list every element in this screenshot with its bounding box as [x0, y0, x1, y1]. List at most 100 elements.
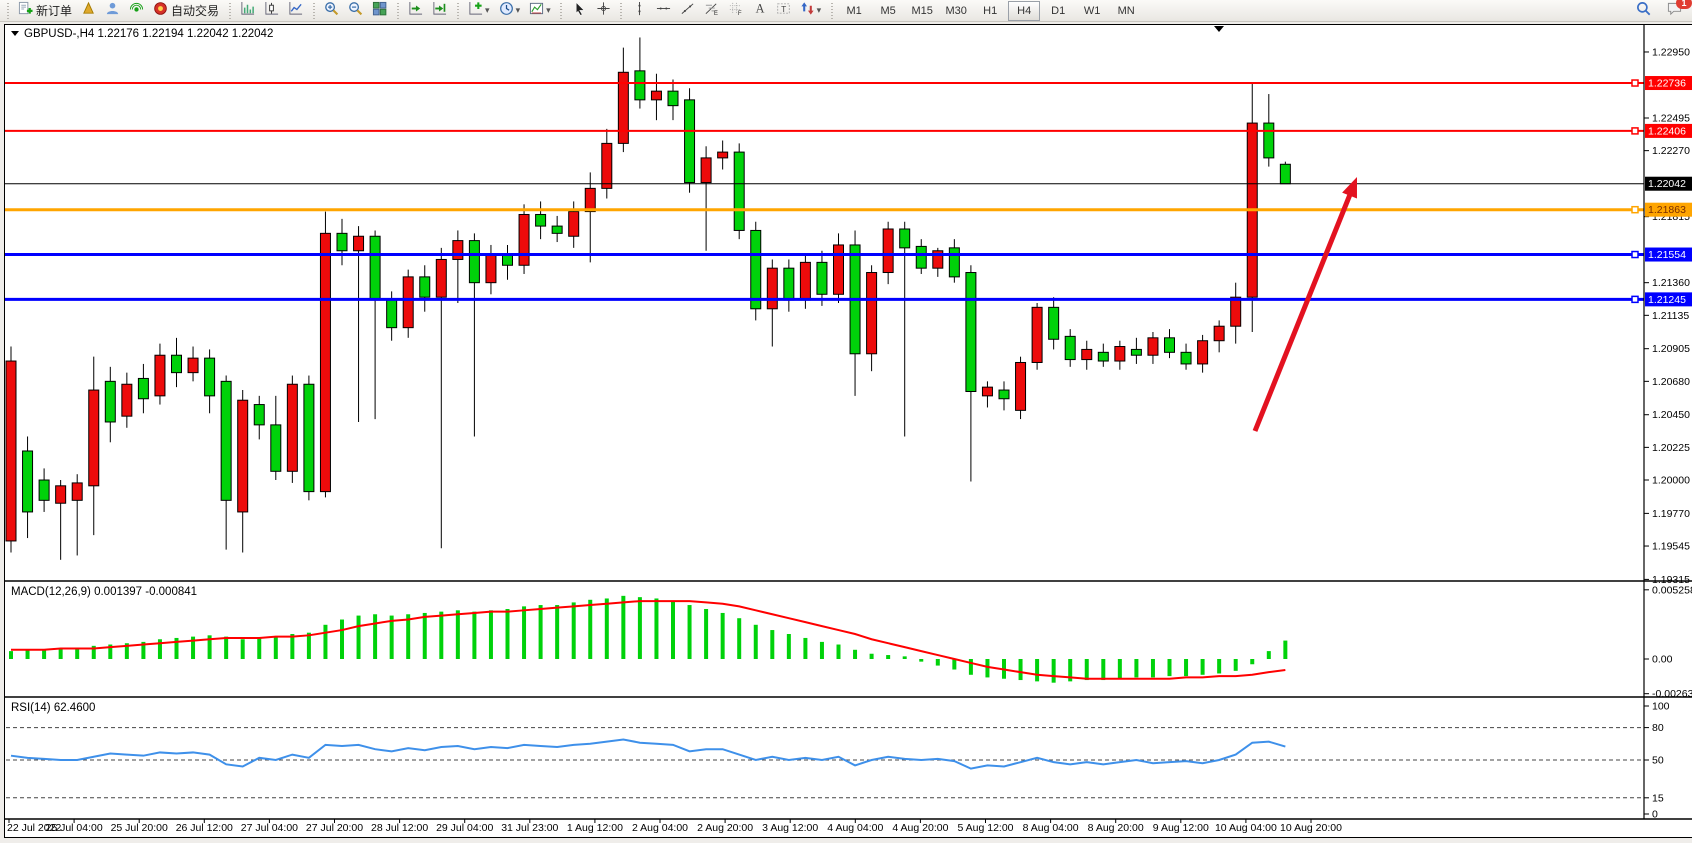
grid-icon: F — [728, 1, 743, 21]
line-handle[interactable] — [1631, 127, 1639, 135]
price-tick-label: 1.19315 — [1652, 574, 1690, 586]
chart-shift-button[interactable] — [428, 0, 451, 22]
timeframe-mn[interactable]: MN — [1117, 4, 1135, 17]
line-handle[interactable] — [1631, 250, 1639, 259]
market-watch-button[interactable] — [101, 0, 124, 22]
price-tick-label: 1.19545 — [1652, 541, 1690, 553]
toolbar-grip[interactable] — [618, 2, 624, 19]
svg-text:15: 15 — [1652, 792, 1664, 804]
toolbar-grip[interactable] — [227, 2, 233, 19]
svg-text:A: A — [755, 1, 764, 15]
vertical-line-icon — [632, 1, 647, 21]
toolbar-grip[interactable] — [395, 2, 401, 19]
timeframe-d1[interactable]: D1 — [1051, 4, 1066, 17]
chart-title: GBPUSD-,H4 1.22176 1.22194 1.22042 1.220… — [24, 28, 273, 40]
auto-scroll-icon — [408, 1, 423, 21]
text-button[interactable]: A — [748, 0, 771, 22]
svg-text:80: 80 — [1652, 722, 1664, 734]
periods-button[interactable]: ▾ — [495, 0, 525, 22]
person-icon — [105, 1, 120, 21]
notification-badge: 1 — [1676, 0, 1692, 9]
price-badge — [1645, 247, 1692, 262]
notifications-button[interactable]: 1 — [1663, 0, 1692, 22]
time-tick-label: 25 Jul 20:00 — [111, 822, 168, 834]
trend-arrow[interactable] — [1252, 177, 1357, 432]
tile-windows-button[interactable] — [368, 0, 391, 22]
gbpusd-h4-chart[interactable]: 1.229501.224951.222701.218151.213601.211… — [5, 25, 1692, 837]
svg-text:100: 100 — [1652, 701, 1670, 713]
time-tick-label: 1 Aug 12:00 — [567, 822, 623, 834]
tile-windows-icon — [372, 1, 387, 21]
dropdown-caret-icon: ▾ — [485, 5, 490, 15]
vertical-line-button[interactable] — [628, 0, 651, 22]
zoom-in-icon — [324, 1, 339, 21]
candlestick-chart-button[interactable] — [260, 0, 283, 22]
cursor-button[interactable] — [568, 0, 591, 22]
indicators-button[interactable]: ▾ — [464, 0, 494, 22]
toolbar-grip[interactable] — [558, 2, 564, 19]
rsi-label: RSI(14) 62.4600 — [11, 702, 95, 714]
cone-tool-button[interactable] — [77, 0, 100, 22]
line-handle[interactable] — [1631, 205, 1639, 214]
price-tick-label: 1.19770 — [1652, 508, 1690, 520]
timeframe-w1[interactable]: W1 — [1083, 4, 1101, 17]
toolbar-grip[interactable] — [311, 2, 317, 19]
macd-label: MACD(12,26,9) 0.001397 -0.000841 — [11, 586, 197, 598]
timeframe-m30[interactable]: M30 — [945, 4, 967, 17]
trendline-button[interactable] — [676, 0, 699, 22]
svg-text:E: E — [713, 10, 717, 16]
arrows-button[interactable]: ▾ — [796, 0, 826, 22]
search-button[interactable] — [1632, 0, 1655, 22]
crosshair-button[interactable] — [592, 0, 615, 22]
timeframe-m5[interactable]: M5 — [880, 4, 896, 17]
dropdown-caret-icon: ▾ — [515, 5, 521, 15]
rsi-line — [10, 738, 1286, 770]
timeframe-buttons: M1 M5 M15 M30 H1 H4 D1 W1 MN — [838, 0, 1142, 21]
horizontal-line-objects[interactable] — [5, 79, 1644, 304]
line-chart-button[interactable] — [284, 0, 307, 22]
price-badge-label: 1.22042 — [1648, 178, 1686, 190]
dropdown-caret-icon: ▾ — [816, 5, 822, 15]
price-tick-label: 1.20225 — [1652, 442, 1690, 454]
price-badge-label: 1.22406 — [1648, 125, 1686, 137]
autotrading-button[interactable]: 自动交易 — [149, 0, 223, 22]
svg-text:F: F — [737, 10, 741, 16]
templates-button[interactable]: ▾ — [525, 0, 555, 22]
timeframe-h1[interactable]: H1 — [983, 4, 998, 17]
price-tick-label: 1.22495 — [1652, 112, 1690, 124]
toolbar-grip[interactable] — [455, 2, 461, 19]
dropdown-caret-icon: ▾ — [546, 5, 551, 15]
bar-chart-button[interactable] — [236, 0, 259, 22]
search-icon — [1636, 1, 1651, 21]
auto-scroll-button[interactable] — [404, 0, 427, 22]
time-tick-label: 3 Aug 12:00 — [762, 822, 818, 834]
price-axis[interactable]: 1.229501.224951.222701.218151.213601.211… — [1644, 46, 1692, 586]
text-icon: A — [752, 1, 767, 21]
chart-shift-icon — [432, 1, 447, 21]
time-tick-label: 27 Jul 04:00 — [241, 822, 298, 834]
zoom-out-button[interactable] — [344, 0, 367, 22]
toolbar-grip[interactable] — [5, 2, 10, 19]
zoom-in-button[interactable] — [320, 0, 343, 22]
line-handle[interactable] — [1631, 79, 1639, 87]
signals-button[interactable] — [125, 0, 148, 22]
timeframe-m15[interactable]: M15 — [911, 4, 933, 17]
new-order-button[interactable]: 新订单 — [14, 0, 76, 22]
scroll-marker-icon[interactable] — [1214, 26, 1224, 32]
main-toolbar: 新订单 自动交易 ▾ ▾ ▾ E F A T ▾ — [0, 0, 1692, 22]
fibonacci-button[interactable]: E — [700, 0, 723, 22]
grid-button[interactable]: F — [724, 0, 747, 22]
timeframe-m1[interactable]: M1 — [846, 4, 862, 17]
chart-collapse-icon[interactable] — [11, 31, 19, 36]
price-tick-label: 1.21360 — [1652, 277, 1690, 289]
text-label-icon: T — [776, 1, 791, 21]
line-handle[interactable] — [1631, 295, 1639, 304]
time-tick-label: 22 Jul 2022 — [7, 822, 61, 834]
candlestick-icon — [264, 1, 279, 21]
price-badge-label: 1.21863 — [1648, 204, 1686, 216]
toolbar-grip[interactable] — [829, 2, 835, 19]
timeframe-h4[interactable]: H4 — [1008, 0, 1041, 21]
horizontal-line-button[interactable] — [652, 0, 675, 22]
text-label-button[interactable]: T — [772, 0, 795, 22]
